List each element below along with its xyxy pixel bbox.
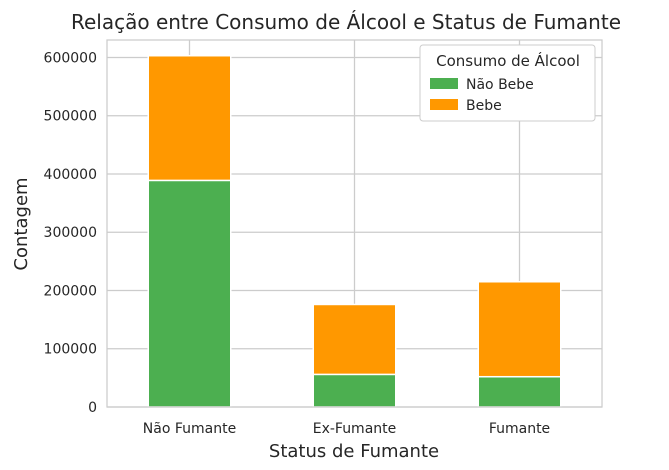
bar-bebe xyxy=(312,303,397,376)
bar-bebe xyxy=(477,281,562,378)
x-tick-label: Não Fumante xyxy=(143,421,236,437)
legend-swatch xyxy=(430,99,458,110)
y-tick-label: 0 xyxy=(88,400,97,416)
y-tick-label: 500000 xyxy=(44,109,97,125)
bars xyxy=(147,54,562,408)
y-tick-label: 100000 xyxy=(44,342,97,358)
x-axis-label: Status de Fumante xyxy=(269,441,439,462)
bar-bebe xyxy=(147,54,232,182)
y-tick-label: 300000 xyxy=(44,225,97,241)
y-axis-label: Contagem xyxy=(11,177,32,270)
bar-nao-bebe xyxy=(477,375,562,408)
legend-box xyxy=(419,44,596,122)
legend-title: Consumo de Álcool xyxy=(436,51,580,70)
y-tick-label: 600000 xyxy=(44,50,97,66)
plot-frame xyxy=(106,39,603,408)
legend-swatch xyxy=(430,78,458,89)
legend-label: Não Bebe xyxy=(466,77,534,93)
x-tick-label: Fumante xyxy=(489,421,550,437)
x-axis-ticks: Não Fumante Ex-Fumante Fumante xyxy=(143,421,550,437)
chart-title: Relação entre Consumo de Álcool e Status… xyxy=(71,10,621,34)
legend-label: Bebe xyxy=(466,98,502,114)
bar-nao-bebe xyxy=(147,179,232,408)
x-tick-label: Ex-Fumante xyxy=(313,421,397,437)
y-tick-label: 400000 xyxy=(44,167,97,183)
legend-entries: Não Bebe Bebe xyxy=(430,77,534,114)
y-axis-ticks: 0 100000 200000 300000 400000 500000 600000 xyxy=(44,50,97,416)
y-tick-label: 200000 xyxy=(44,283,97,299)
bar-nao-bebe xyxy=(312,373,397,408)
legend: Consumo de Álcool Não Bebe Bebe xyxy=(419,44,596,122)
